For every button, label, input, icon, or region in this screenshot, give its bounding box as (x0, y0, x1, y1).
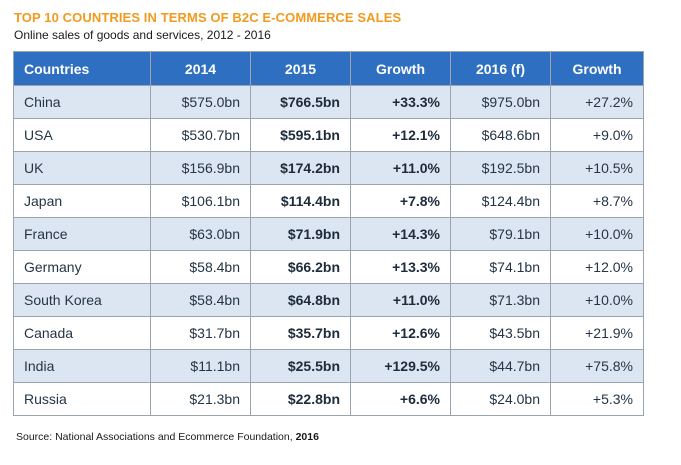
cell-growth-2016: +75.8% (550, 349, 644, 383)
cell-growth-2015: +6.6% (350, 382, 451, 416)
table-row: China $575.0bn $766.5bn +33.3% $975.0bn +27.2… (13, 85, 644, 119)
sales-table: Countries 2014 2015 Growth 2016 (f) Grow… (13, 51, 644, 416)
cell-2015: $66.2bn (250, 250, 351, 284)
header-growth-2016: Growth (550, 51, 644, 86)
cell-country: South Korea (13, 283, 151, 317)
cell-2016-forecast: $975.0bn (450, 85, 551, 119)
cell-growth-2016: +5.3% (550, 382, 644, 416)
cell-country: Japan (13, 184, 151, 218)
cell-2014: $106.1bn (150, 184, 251, 218)
cell-growth-2016: +9.0% (550, 118, 644, 152)
cell-growth-2016: +27.2% (550, 85, 644, 119)
cell-2014: $575.0bn (150, 85, 251, 119)
cell-2015: $174.2bn (250, 151, 351, 185)
cell-2014: $58.4bn (150, 283, 251, 317)
cell-2014: $530.7bn (150, 118, 251, 152)
cell-2015: $71.9bn (250, 217, 351, 251)
cell-2015: $22.8bn (250, 382, 351, 416)
table-row: France $63.0bn $71.9bn +14.3% $79.1bn +10.0% (13, 217, 644, 251)
cell-country: Germany (13, 250, 151, 284)
cell-growth-2016: +12.0% (550, 250, 644, 284)
cell-growth-2015: +13.3% (350, 250, 451, 284)
cell-2015: $25.5bn (250, 349, 351, 383)
cell-2015: $35.7bn (250, 316, 351, 350)
cell-2014: $21.3bn (150, 382, 251, 416)
header-countries: Countries (13, 51, 151, 86)
table-body: China $575.0bn $766.5bn +33.3% $975.0bn +27.2… (13, 85, 644, 416)
table-row: Germany $58.4bn $66.2bn +13.3% $74.1bn +12.0% (13, 250, 644, 284)
cell-2016-forecast: $192.5bn (450, 151, 551, 185)
cell-growth-2015: +11.0% (350, 151, 451, 185)
cell-2015: $114.4bn (250, 184, 351, 218)
cell-growth-2015: +12.1% (350, 118, 451, 152)
cell-2016-forecast: $79.1bn (450, 217, 551, 251)
header-2016-forecast: 2016 (f) (450, 51, 551, 86)
cell-2014: $156.9bn (150, 151, 251, 185)
cell-country: China (13, 85, 151, 119)
source-year: 2016 (295, 431, 319, 443)
cell-country: Russia (13, 382, 151, 416)
cell-country: India (13, 349, 151, 383)
table-row: UK $156.9bn $174.2bn +11.0% $192.5bn +10.5% (13, 151, 644, 185)
table-row: India $11.1bn $25.5bn +129.5% $44.7bn +75.8% (13, 349, 644, 383)
cell-growth-2015: +7.8% (350, 184, 451, 218)
table-header-row: Countries 2014 2015 Growth 2016 (f) Grow… (13, 51, 644, 86)
table-subtitle: Online sales of goods and services, 2012… (14, 28, 271, 42)
cell-growth-2016: +10.5% (550, 151, 644, 185)
cell-2016-forecast: $24.0bn (450, 382, 551, 416)
table-row: South Korea $58.4bn $64.8bn +11.0% $71.3bn +1… (13, 283, 644, 317)
cell-2015: $766.5bn (250, 85, 351, 119)
table-title: TOP 10 COUNTRIES IN TERMS OF B2C E-COMME… (14, 10, 402, 25)
cell-2016-forecast: $44.7bn (450, 349, 551, 383)
header-2015: 2015 (250, 51, 351, 86)
cell-2016-forecast: $648.6bn (450, 118, 551, 152)
cell-2014: $11.1bn (150, 349, 251, 383)
cell-growth-2015: +33.3% (350, 85, 451, 119)
header-growth-2015: Growth (350, 51, 451, 86)
cell-2014: $58.4bn (150, 250, 251, 284)
cell-growth-2015: +14.3% (350, 217, 451, 251)
cell-growth-2015: +12.6% (350, 316, 451, 350)
cell-2016-forecast: $74.1bn (450, 250, 551, 284)
cell-2016-forecast: $43.5bn (450, 316, 551, 350)
table-row: USA $530.7bn $595.1bn +12.1% $648.6bn +9.0% (13, 118, 644, 152)
cell-growth-2016: +10.0% (550, 217, 644, 251)
cell-growth-2015: +11.0% (350, 283, 451, 317)
cell-2016-forecast: $124.4bn (450, 184, 551, 218)
table-row: Russia $21.3bn $22.8bn +6.6% $24.0bn +5.3% (13, 382, 644, 416)
cell-country: Canada (13, 316, 151, 350)
table-row: Canada $31.7bn $35.7bn +12.6% $43.5bn +21.9% (13, 316, 644, 350)
cell-growth-2016: +8.7% (550, 184, 644, 218)
table-row: Japan $106.1bn $114.4bn +7.8% $124.4bn +8.7% (13, 184, 644, 218)
cell-2016-forecast: $71.3bn (450, 283, 551, 317)
source-text: Source: National Associations and Ecomme… (16, 431, 296, 443)
cell-2014: $63.0bn (150, 217, 251, 251)
cell-2014: $31.7bn (150, 316, 251, 350)
cell-growth-2016: +10.0% (550, 283, 644, 317)
cell-country: UK (13, 151, 151, 185)
source-note: Source: National Associations and Ecomme… (16, 431, 319, 443)
cell-growth-2016: +21.9% (550, 316, 644, 350)
cell-2015: $64.8bn (250, 283, 351, 317)
header-2014: 2014 (150, 51, 251, 86)
cell-growth-2015: +129.5% (350, 349, 451, 383)
cell-country: France (13, 217, 151, 251)
cell-2015: $595.1bn (250, 118, 351, 152)
cell-country: USA (13, 118, 151, 152)
